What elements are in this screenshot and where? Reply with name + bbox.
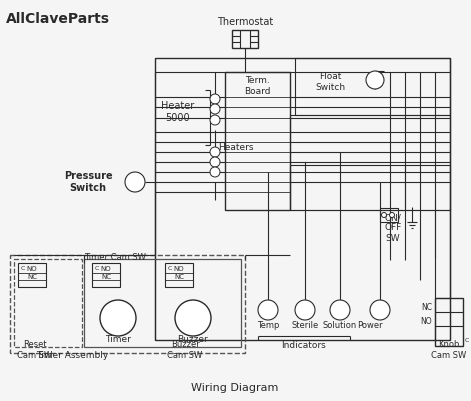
Text: Timer Assembly: Timer Assembly — [36, 352, 108, 360]
Bar — [232, 30, 258, 48]
Text: Indicators: Indicators — [282, 340, 326, 350]
Bar — [18, 263, 46, 287]
Text: Reset
Cam SW: Reset Cam SW — [17, 340, 53, 360]
Bar — [290, 165, 450, 210]
Text: NO: NO — [101, 266, 111, 272]
Text: NC: NC — [27, 274, 37, 280]
Text: Wiring Diagram: Wiring Diagram — [191, 383, 279, 393]
Bar — [290, 115, 450, 210]
Circle shape — [100, 300, 136, 336]
Bar — [155, 58, 450, 340]
Text: Pressure
Switch: Pressure Switch — [64, 171, 112, 193]
Text: NC: NC — [101, 274, 111, 280]
Bar — [295, 58, 450, 115]
Text: NO: NO — [174, 266, 184, 272]
Circle shape — [210, 94, 220, 104]
Text: Buzzer
Cam SW: Buzzer Cam SW — [167, 340, 203, 360]
Circle shape — [366, 71, 384, 89]
Text: NO: NO — [421, 318, 432, 326]
Circle shape — [210, 167, 220, 177]
Text: NC: NC — [174, 274, 184, 280]
Circle shape — [295, 300, 315, 320]
Bar — [435, 298, 463, 346]
Text: NO: NO — [27, 266, 37, 272]
Text: AllClaveParts: AllClaveParts — [6, 12, 110, 26]
Text: Float
Switch: Float Switch — [315, 72, 345, 92]
Circle shape — [210, 104, 220, 114]
Circle shape — [382, 213, 387, 217]
Text: C: C — [168, 266, 172, 271]
Circle shape — [210, 147, 220, 157]
Text: Temp: Temp — [257, 320, 279, 330]
Circle shape — [370, 300, 390, 320]
Bar — [84, 259, 241, 347]
Text: Timer Cam SW: Timer Cam SW — [84, 253, 146, 263]
Circle shape — [210, 157, 220, 167]
Text: Term.
Board: Term. Board — [244, 76, 270, 96]
Text: C: C — [95, 266, 99, 271]
Text: C: C — [21, 266, 25, 271]
Bar — [92, 263, 120, 287]
Text: Thermostat: Thermostat — [217, 17, 273, 27]
Bar — [10, 255, 245, 353]
Circle shape — [210, 115, 220, 125]
Bar — [225, 72, 290, 210]
Text: Solution: Solution — [323, 320, 357, 330]
Text: NC: NC — [421, 304, 432, 312]
Circle shape — [390, 213, 395, 217]
Text: Power: Power — [357, 322, 383, 330]
Circle shape — [330, 300, 350, 320]
Text: Knob
Cam SW: Knob Cam SW — [431, 340, 467, 360]
Text: Timer: Timer — [105, 336, 131, 344]
Bar — [165, 263, 193, 287]
Text: ON/
OFF
SW: ON/ OFF SW — [384, 213, 402, 243]
Text: Heaters: Heaters — [218, 144, 253, 152]
Bar — [380, 208, 398, 222]
Text: Heater
5000: Heater 5000 — [162, 101, 195, 123]
Circle shape — [125, 172, 145, 192]
Text: Sterile: Sterile — [292, 320, 318, 330]
Bar — [14, 259, 82, 347]
Text: Buzzer: Buzzer — [178, 336, 208, 344]
Circle shape — [175, 300, 211, 336]
Text: C: C — [465, 338, 470, 342]
Circle shape — [258, 300, 278, 320]
